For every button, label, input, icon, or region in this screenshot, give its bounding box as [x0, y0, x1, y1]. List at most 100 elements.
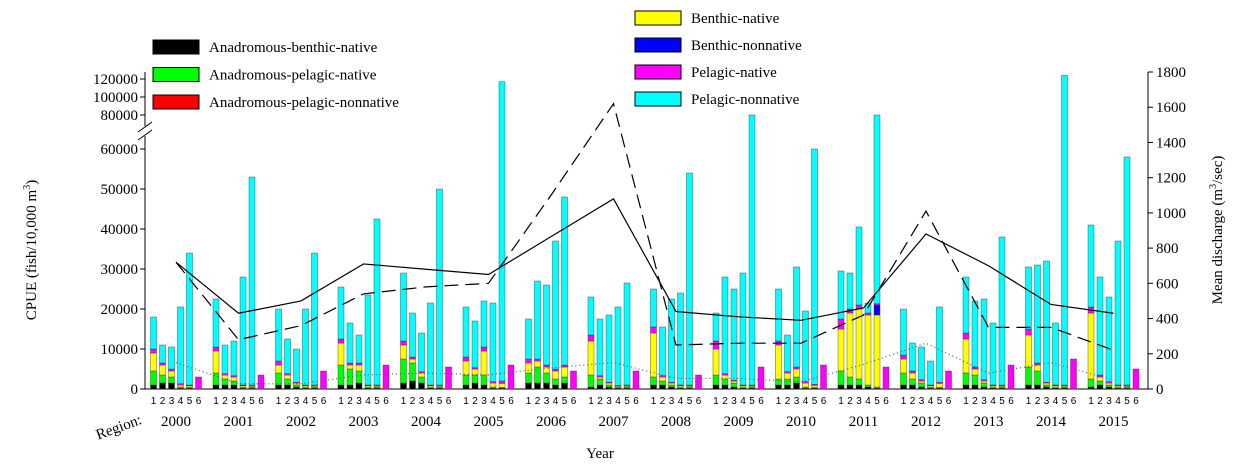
bar-segment — [989, 322, 997, 386]
region-tick-label: 3 — [231, 396, 237, 407]
region-tick-label: 5 — [1062, 396, 1068, 407]
bar-segment — [257, 374, 265, 390]
bar-segment — [855, 378, 863, 386]
region-tick-label: 6 — [196, 396, 202, 407]
bar-segment — [409, 356, 416, 360]
region-tick-label: 3 — [1106, 396, 1112, 407]
bar-segment — [811, 385, 818, 388]
bar-segment — [864, 312, 872, 316]
bar-segment — [221, 344, 229, 374]
y2-tick-label: 1800 — [1156, 65, 1186, 81]
bar-segment — [846, 384, 854, 390]
bar-segment — [945, 370, 952, 390]
bar-segment — [212, 346, 220, 352]
region-tick-label: 5 — [312, 396, 318, 407]
bar-segment — [971, 366, 979, 370]
bar-segment — [909, 342, 916, 372]
bar-segment — [212, 384, 220, 390]
bar-segment — [587, 374, 595, 388]
bar-segment — [730, 380, 738, 384]
bar-segment — [480, 374, 488, 386]
bar-segment — [552, 370, 559, 380]
x-tick-label: 2008 — [661, 414, 691, 430]
region-tick-label: 1 — [713, 396, 719, 407]
x-tick-label: 2015 — [1099, 414, 1129, 430]
x-tick-label: 2014 — [1036, 414, 1067, 430]
region-tick-label: 2 — [160, 396, 166, 407]
region-tick-label: 5 — [687, 396, 693, 407]
bar-segment — [650, 376, 657, 386]
bar-segment — [793, 266, 800, 368]
region-tick-label: 6 — [821, 396, 827, 407]
bar-segment — [1034, 264, 1041, 364]
bar-segment — [793, 368, 800, 378]
legend-label: Pelagic-nonnative — [691, 92, 800, 108]
x-tick-label: 2006 — [536, 414, 567, 430]
region-tick-label: 5 — [374, 396, 380, 407]
bar-segment — [418, 332, 425, 372]
bar-segment — [471, 374, 479, 384]
region-tick-label: 1 — [651, 396, 657, 407]
bar-segment — [159, 362, 166, 366]
bar-segment — [346, 362, 354, 366]
region-tick-label: 5 — [187, 396, 193, 407]
bar-segment — [284, 384, 291, 390]
bar-segment — [543, 364, 550, 368]
region-tick-label: 1 — [901, 396, 907, 407]
y2-tick-label: 1600 — [1156, 100, 1186, 116]
bar-segment — [668, 298, 675, 383]
bar-segment — [1007, 364, 1015, 390]
x-tick-label: 2005 — [474, 414, 504, 430]
bar-segment — [337, 286, 345, 340]
bar-segment — [346, 364, 354, 370]
bar-segment — [159, 382, 166, 390]
region-tick-label: 2 — [472, 396, 478, 407]
bar-segment — [1087, 378, 1095, 388]
bar-segment — [730, 382, 738, 388]
bar-segment — [1087, 386, 1095, 390]
bar-segment — [864, 384, 872, 388]
bar-segment — [1043, 384, 1050, 388]
bar-segment — [668, 386, 675, 390]
bar-segment — [1034, 384, 1041, 390]
bar-segment — [462, 360, 470, 376]
bar-segment — [962, 332, 970, 340]
region-tick-label: 4 — [303, 396, 309, 407]
bar-segment — [1105, 386, 1113, 390]
legend-label: Benthic-nonnative — [691, 38, 802, 54]
bar-segment — [864, 386, 872, 390]
bar-segment — [337, 384, 345, 390]
bar-segment — [212, 350, 220, 374]
region-tick-label: 2 — [847, 396, 853, 407]
bar-segment — [337, 364, 345, 386]
x-tick-label: 2007 — [599, 414, 630, 430]
region-tick-label: 4 — [928, 396, 934, 407]
bar-segment — [498, 383, 506, 388]
bar-segment — [864, 314, 872, 386]
y2-tick-label: 0 — [1156, 382, 1164, 398]
bar-segment — [909, 378, 916, 386]
bar-segment — [623, 282, 631, 386]
bar-segment — [525, 318, 532, 360]
bar-segment — [712, 384, 720, 390]
x-tick-label: 2000 — [161, 414, 191, 430]
bar-segment — [605, 314, 613, 383]
region-tick-label: 3 — [981, 396, 987, 407]
bar-segment — [650, 384, 657, 390]
region-tick-label: 4 — [740, 396, 746, 407]
bar-segment — [534, 382, 541, 390]
bar-segment — [1105, 382, 1113, 386]
region-tick-label: 3 — [856, 396, 862, 407]
bar-segment — [730, 386, 738, 390]
bar-segment — [712, 348, 720, 376]
y-tick-label: 120000 — [93, 72, 138, 88]
bar-segment — [471, 382, 479, 390]
region-label: Region: — [94, 412, 144, 443]
bar-segment — [721, 384, 729, 390]
y2-tick-label: 800 — [1156, 241, 1179, 257]
region-tick-label: 2 — [910, 396, 916, 407]
bar-segment — [427, 302, 434, 386]
bar-segment — [721, 374, 729, 380]
bar-segment — [400, 358, 407, 384]
bar-segment — [730, 288, 738, 381]
